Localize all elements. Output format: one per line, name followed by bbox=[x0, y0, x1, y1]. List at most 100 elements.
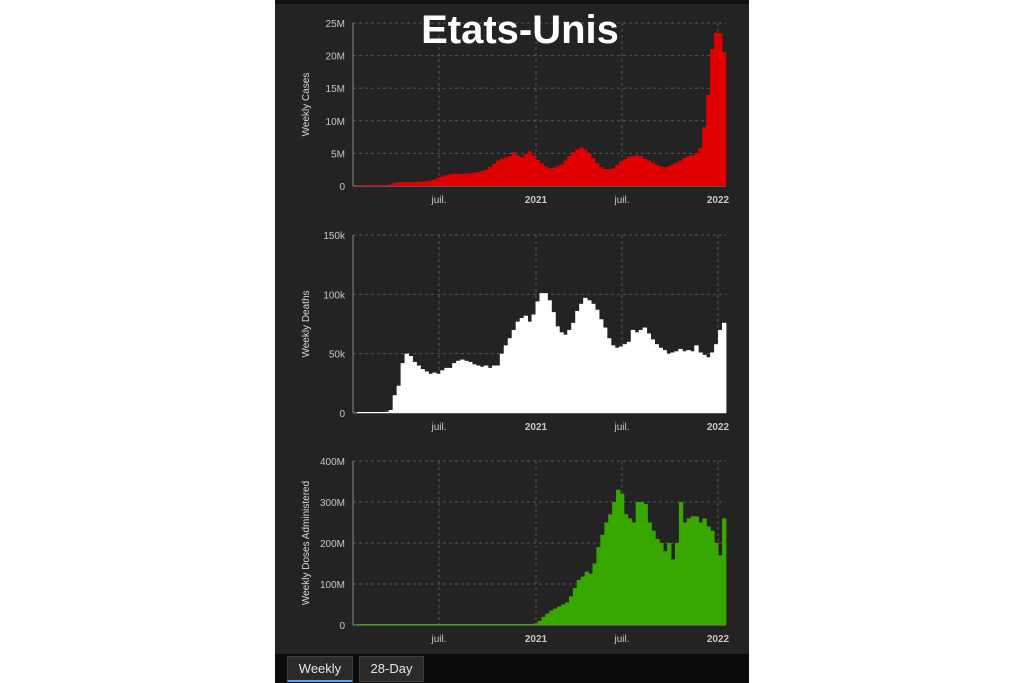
data-bar bbox=[638, 156, 644, 186]
data-bar bbox=[714, 543, 719, 625]
data-bar bbox=[479, 366, 485, 413]
data-bar bbox=[476, 365, 481, 413]
data-bar bbox=[428, 373, 433, 413]
data-bar bbox=[718, 329, 723, 413]
data-bar bbox=[460, 359, 465, 413]
x-tick-label: 2021 bbox=[525, 195, 548, 206]
data-bar bbox=[702, 518, 707, 625]
data-bar bbox=[543, 166, 548, 186]
data-bar bbox=[698, 522, 703, 625]
data-bar bbox=[412, 182, 417, 186]
data-bar bbox=[686, 350, 691, 413]
data-bar bbox=[662, 167, 667, 186]
data-bar bbox=[666, 166, 671, 186]
x-tick-label: 2022 bbox=[707, 422, 730, 432]
data-bar bbox=[575, 149, 580, 186]
data-bar bbox=[531, 314, 536, 413]
data-bar bbox=[400, 363, 405, 413]
data-bar bbox=[476, 171, 481, 186]
data-bar bbox=[400, 181, 405, 186]
data-bar bbox=[682, 157, 687, 186]
data-bar bbox=[388, 410, 394, 413]
data-bar bbox=[456, 173, 461, 186]
data-bar bbox=[420, 181, 425, 186]
data-bar bbox=[658, 347, 663, 413]
data-bar bbox=[420, 369, 425, 413]
data-bar bbox=[579, 147, 584, 186]
data-bar bbox=[602, 169, 608, 186]
data-bar bbox=[535, 159, 540, 186]
data-bar bbox=[428, 180, 433, 186]
data-bar bbox=[495, 160, 501, 186]
data-bar bbox=[559, 164, 564, 186]
data-bar bbox=[539, 163, 544, 186]
data-bar bbox=[440, 370, 445, 413]
x-tick-label: juil. bbox=[613, 422, 629, 432]
data-bar bbox=[571, 152, 576, 186]
data-bar bbox=[587, 153, 592, 186]
data-bar bbox=[424, 181, 429, 186]
y-tick-label: 20M bbox=[326, 52, 345, 63]
data-bar bbox=[722, 322, 727, 413]
y-tick-label: 5M bbox=[331, 149, 345, 160]
data-bar bbox=[674, 543, 680, 625]
data-bar bbox=[654, 164, 659, 186]
data-bar bbox=[714, 32, 719, 186]
data-bar bbox=[591, 303, 596, 413]
data-bar bbox=[479, 171, 485, 186]
data-bar bbox=[519, 157, 525, 186]
y-axis-label: Weekly Cases bbox=[301, 73, 312, 137]
data-bar bbox=[472, 172, 477, 186]
data-bar bbox=[535, 301, 540, 413]
data-bar bbox=[618, 346, 624, 413]
interval-tab-bar: Weekly 28-Day bbox=[275, 654, 749, 683]
data-bar bbox=[396, 385, 402, 413]
data-bar bbox=[507, 338, 513, 413]
tab-28-day[interactable]: 28-Day bbox=[359, 656, 424, 682]
data-bar bbox=[682, 522, 688, 625]
data-bar bbox=[599, 319, 604, 413]
data-bar bbox=[678, 160, 683, 186]
data-bar bbox=[610, 168, 616, 186]
data-bar bbox=[408, 356, 413, 413]
x-tick-label: juil. bbox=[613, 634, 629, 645]
data-bar bbox=[472, 364, 477, 413]
data-bar bbox=[583, 149, 588, 186]
data-bar bbox=[507, 156, 513, 186]
data-bar bbox=[541, 616, 546, 625]
data-bar bbox=[531, 155, 536, 186]
data-bar bbox=[452, 363, 457, 413]
data-bar bbox=[571, 322, 576, 413]
data-bar bbox=[623, 514, 629, 625]
data-bar bbox=[464, 173, 469, 186]
x-tick-label: juil. bbox=[430, 195, 446, 206]
data-bar bbox=[491, 365, 497, 413]
data-bar bbox=[584, 571, 589, 625]
data-bar bbox=[646, 160, 652, 186]
x-tick-label: juil. bbox=[613, 195, 629, 206]
tab-weekly[interactable]: Weekly bbox=[287, 656, 353, 682]
data-bar bbox=[690, 155, 695, 186]
data-bar bbox=[392, 182, 398, 186]
data-bar bbox=[694, 345, 699, 413]
data-bar bbox=[557, 606, 562, 625]
data-bar bbox=[630, 329, 636, 413]
data-bar bbox=[639, 502, 644, 625]
weekly-doses-chart: 0 100M 200M 300M 400M juil. 2021 juil. 2022 Weekl… bbox=[301, 457, 730, 645]
data-bar bbox=[565, 602, 570, 625]
data-bar bbox=[635, 502, 641, 625]
data-bar bbox=[678, 502, 684, 625]
data-bar bbox=[650, 162, 655, 186]
data-bar bbox=[650, 339, 655, 413]
chart-title: Etats-Unis bbox=[421, 8, 619, 52]
y-tick-label: 15M bbox=[326, 84, 345, 95]
x-tick-label: juil. bbox=[430, 634, 446, 645]
data-bar bbox=[499, 158, 505, 186]
data-bar bbox=[654, 344, 659, 413]
data-bar bbox=[670, 164, 675, 186]
data-bar bbox=[634, 155, 640, 186]
data-bar bbox=[674, 162, 679, 186]
data-bar bbox=[432, 372, 437, 413]
data-bar bbox=[626, 341, 632, 413]
data-bar bbox=[627, 518, 633, 625]
